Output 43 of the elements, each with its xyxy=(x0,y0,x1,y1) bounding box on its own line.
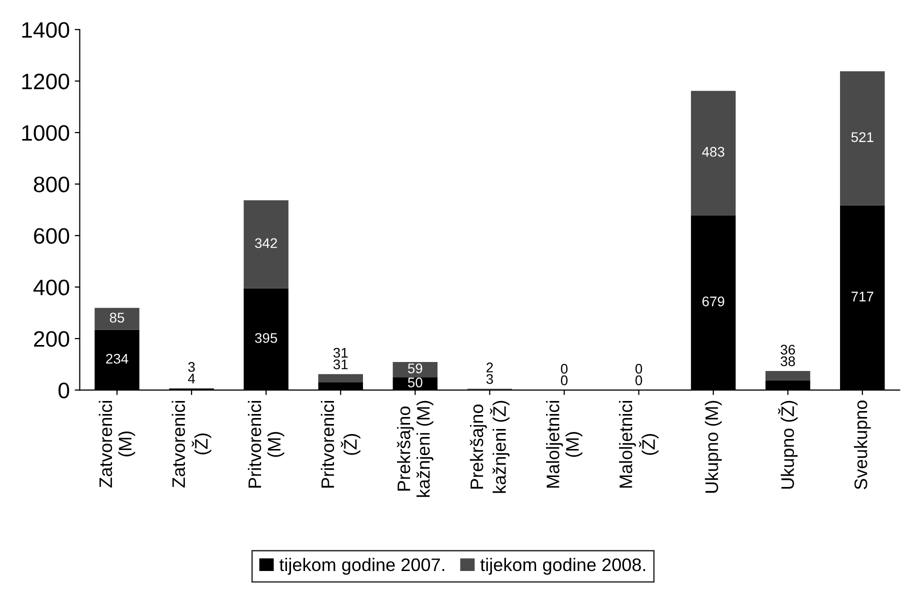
legend-label: tijekom godine 2007. xyxy=(279,558,444,575)
data-label: 395 xyxy=(255,333,278,343)
data-label: 2 xyxy=(486,362,493,372)
y-tick-label: 1000 xyxy=(22,125,70,141)
y-tick-label: 800 xyxy=(34,176,70,192)
x-tick-label: Prekršajno kažnjeni (M) xyxy=(396,400,434,497)
data-label: 50 xyxy=(408,378,422,388)
y-tick-label: 1400 xyxy=(22,22,70,38)
y-tick-label: 0 xyxy=(58,382,70,398)
y-tick-label: 200 xyxy=(34,331,70,347)
data-label: 38 xyxy=(780,356,795,366)
data-label: 679 xyxy=(702,296,724,306)
x-tick-label: Sveukupno xyxy=(854,400,871,490)
data-label: 85 xyxy=(110,312,124,323)
data-label: 234 xyxy=(106,354,128,364)
data-label: 0 xyxy=(560,375,568,386)
x-tick-label: Prekršajno kažnjeni (Ž) xyxy=(470,400,510,493)
data-label: 59 xyxy=(408,363,422,374)
data-label: 483 xyxy=(702,146,724,157)
x-tick-label: Zatvorenici (Ž) xyxy=(172,400,212,488)
data-label: 717 xyxy=(852,292,874,302)
data-label: 521 xyxy=(851,132,874,142)
data-label: 3 xyxy=(188,362,195,372)
data-label: 4 xyxy=(188,374,195,384)
data-label: 3 xyxy=(486,374,493,384)
x-tick-label: Ukupno (Ž) xyxy=(778,400,798,489)
x-tick-label: Maloljetnici (Ž) xyxy=(619,400,659,488)
data-label: 0 xyxy=(635,375,642,386)
x-tick-label: Pritvorenici (M) xyxy=(248,400,284,488)
x-tick-label: Ukupno (M) xyxy=(704,400,722,493)
legend-label: tijekom godine 2008. xyxy=(480,558,646,575)
y-tick-label: 1200 xyxy=(22,74,70,90)
x-tick-label: Zatvorenici (M) xyxy=(98,400,136,488)
data-label: 31 xyxy=(333,348,348,358)
y-tick-label: 600 xyxy=(34,228,70,244)
data-label: 0 xyxy=(635,364,642,374)
y-tick-label: 400 xyxy=(33,280,70,296)
x-tick-label: Maloljetnici (M) xyxy=(546,400,582,488)
data-label: 36 xyxy=(780,344,795,355)
data-label: 0 xyxy=(560,364,568,374)
x-tick-label: Pritvorenici (Ž) xyxy=(320,400,360,488)
data-label: 342 xyxy=(255,238,277,248)
data-label: 31 xyxy=(333,359,348,370)
